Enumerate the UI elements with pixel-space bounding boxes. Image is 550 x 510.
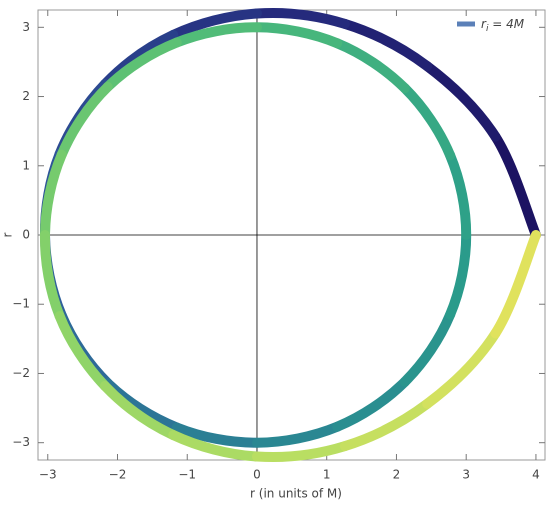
x-tick-label: 1 [323,468,331,482]
y-tick-label: 3 [22,20,30,34]
legend-text: = 4M [488,17,524,31]
trajectory-segment [39,149,67,240]
trajectory-segment [251,22,343,49]
trajectory-segment [102,37,182,92]
trajectory-segment [490,230,541,339]
y-tick-label: 0 [22,228,30,242]
legend-subscript: i [486,24,489,34]
trajectory-segment [445,150,472,240]
x-tick-label: 2 [393,468,401,482]
trajectory-segment [339,18,433,72]
y-tick-label: −1 [12,297,30,311]
trajectory-segment [399,83,456,161]
trajectory-segment [339,398,433,452]
trajectory-segment [99,380,179,441]
trajectory-segment [422,61,501,142]
trajectory-segment [490,131,541,240]
trajectory-segment [171,422,262,448]
x-tick-label: −1 [178,468,196,482]
trajectory-segment [168,430,262,462]
x-axis-label: r (in units of M) [250,487,342,501]
trajectory-segment [251,421,343,448]
trajectory-segment [399,309,456,387]
y-axis-label: r [1,232,15,237]
x-tick-label: −2 [109,468,127,482]
trajectory-segment [54,311,110,391]
trajectory-segment [422,328,501,409]
trajectory-segment [56,81,113,160]
x-tick-label: 3 [462,468,470,482]
trajectory-segment [251,7,350,29]
y-tick-label: −2 [12,366,30,380]
x-tick-label: 0 [253,468,261,482]
trajectory-segment [445,230,472,320]
x-tick-label: 4 [532,468,540,482]
trajectory-segment [251,441,350,463]
y-tick-label: 1 [22,158,30,172]
trajectory-segment [168,8,262,40]
trajectory-segment [332,376,410,432]
y-tick-label: −3 [12,435,30,449]
trajectory-segment [171,22,262,48]
x-tick-label: −3 [39,468,57,482]
legend-text: r [481,17,487,31]
trajectory-segment [332,38,410,94]
trajectory-segment [39,230,65,321]
y-tick-label: 2 [22,89,30,103]
legend-label: ri = 4M [481,17,525,34]
